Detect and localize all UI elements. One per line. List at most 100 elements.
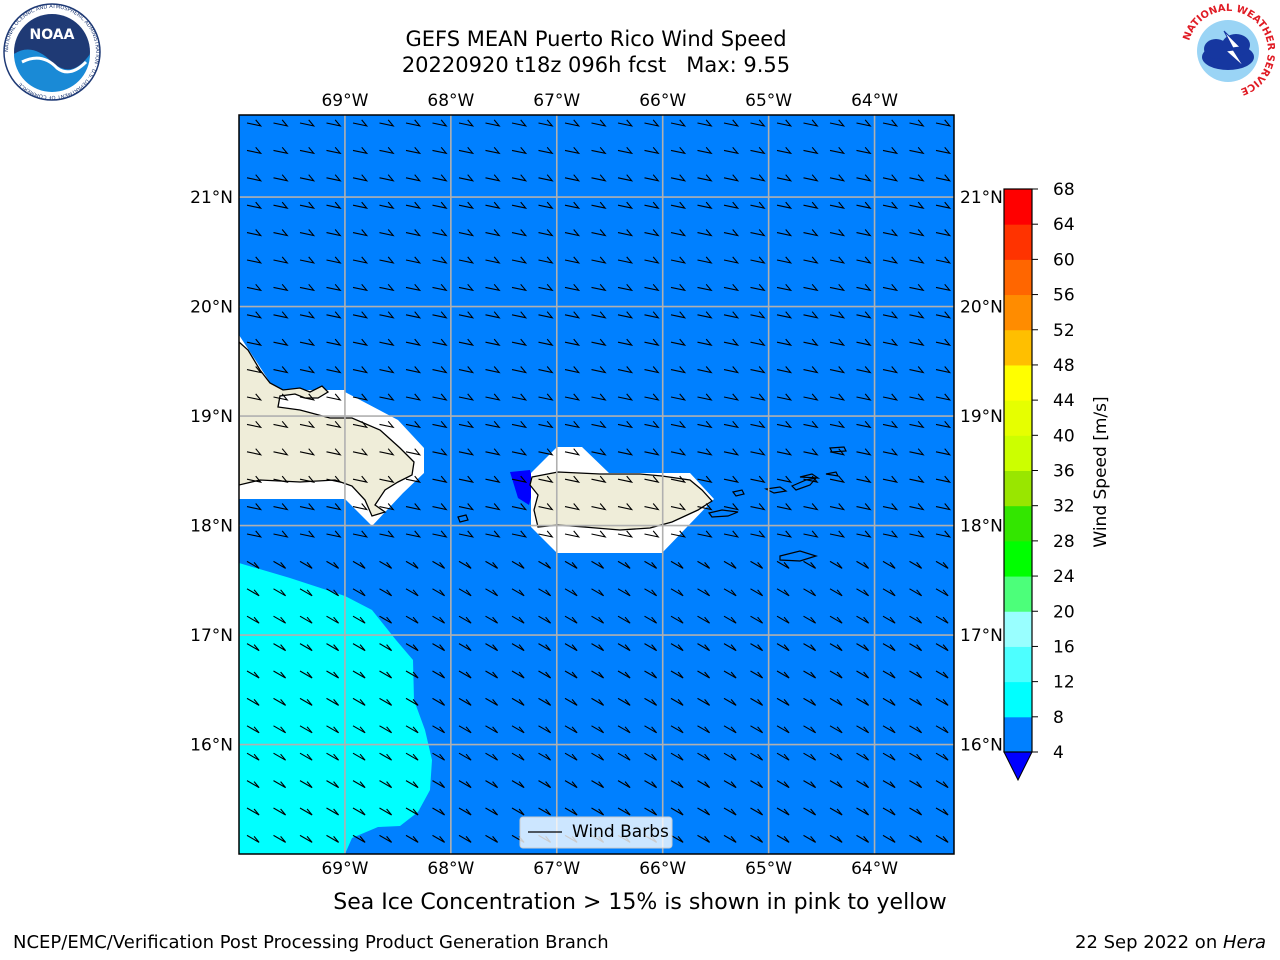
- colorbar-tick-label: 44: [1053, 391, 1075, 411]
- wind-barb: [405, 256, 422, 264]
- wind-barb: [882, 530, 899, 538]
- wind-barb: [670, 807, 684, 816]
- wind-barb: [246, 256, 263, 264]
- wind-barb: [485, 503, 501, 511]
- wind-barb: [856, 256, 872, 264]
- wind-barb: [564, 697, 578, 706]
- wind-barb: [591, 119, 607, 127]
- wind-barb: [776, 725, 790, 734]
- wind-barb: [485, 146, 501, 155]
- wind-barb: [538, 643, 552, 652]
- wind-barb: [511, 807, 525, 816]
- wind-barb: [882, 588, 896, 597]
- wind-barb: [538, 201, 554, 209]
- wind-barb: [750, 393, 766, 401]
- wind-barb: [697, 119, 713, 127]
- wind-barb: [803, 448, 819, 456]
- wind-barb: [697, 588, 711, 597]
- map-frame: [238, 114, 955, 855]
- wind-barb: [538, 311, 554, 319]
- wind-barb: [299, 503, 316, 511]
- wind-barb: [909, 229, 925, 237]
- wind-barb: [458, 560, 472, 569]
- wind-barb: [829, 311, 846, 319]
- wind-barb: [723, 780, 737, 789]
- wind-barb: [723, 503, 740, 511]
- wind-barb: [750, 615, 764, 624]
- wind-barb: [299, 588, 313, 597]
- wind-barb: [246, 807, 260, 816]
- colorbar-tick-label: 60: [1053, 250, 1075, 270]
- wind-barb: [909, 448, 925, 456]
- wind-barb: [511, 697, 525, 706]
- wind-barb: [723, 146, 740, 155]
- wind-barb: [405, 448, 422, 456]
- wind-barb: [697, 146, 713, 155]
- wind-barb: [856, 670, 870, 679]
- wind-barb: [405, 201, 422, 209]
- lat-label-left: 18°N: [190, 517, 233, 537]
- wind-barb: [352, 780, 366, 789]
- wind-barb: [326, 588, 340, 597]
- wind-barb: [379, 229, 395, 237]
- wind-barb: [458, 670, 472, 679]
- wind-barb: [511, 588, 525, 597]
- wind-barb: [750, 256, 766, 264]
- wind-barb: [591, 560, 605, 569]
- wind-barb: [909, 420, 925, 429]
- wind-barb: [485, 366, 501, 374]
- wind-barb: [856, 201, 872, 209]
- colorbar-segment: [1004, 294, 1032, 331]
- wind-barb: [882, 807, 896, 816]
- wind-barb: [458, 780, 472, 789]
- wind-barb: [750, 174, 766, 182]
- wind-barb: [617, 119, 634, 127]
- wind-barb: [750, 560, 764, 569]
- wind-barb: [273, 393, 289, 401]
- wind-barb: [273, 174, 289, 182]
- wind-barb: [776, 752, 790, 761]
- wind-barb: [644, 615, 658, 624]
- wind-barb: [326, 834, 340, 843]
- wind-barb: [882, 119, 899, 127]
- wind-barb: [697, 670, 711, 679]
- wind-barb: [379, 807, 393, 816]
- wind-barb: [723, 229, 740, 237]
- wind-barb: [246, 752, 260, 761]
- wind-barb: [723, 475, 740, 483]
- wind-barb: [644, 530, 660, 538]
- wind-barb: [458, 420, 475, 429]
- colorbar-segment: [1004, 505, 1032, 542]
- wind-barb: [379, 448, 395, 456]
- wind-barb: [485, 725, 499, 734]
- wind-barb: [750, 752, 764, 761]
- wind-barb: [458, 503, 475, 511]
- wind-barb: [723, 119, 740, 127]
- wind-barb: [273, 229, 289, 237]
- wind-barb: [326, 670, 340, 679]
- wind-barb: [458, 338, 475, 346]
- colorbar-segment: [1004, 259, 1032, 296]
- wind-barb: [246, 283, 263, 292]
- wind-barb: [803, 229, 819, 237]
- wind-barb: [405, 752, 419, 761]
- wind-barb: [273, 475, 289, 483]
- wind-barb: [405, 807, 419, 816]
- colorbar-segment: [1004, 716, 1032, 753]
- wind-barb: [723, 752, 737, 761]
- wind-barb: [432, 752, 446, 761]
- wind-barb: [935, 448, 952, 456]
- wind-barb: [564, 615, 578, 624]
- wind-barb: [299, 475, 316, 483]
- wind-barb: [246, 697, 260, 706]
- colorbar-tick-label: 52: [1053, 321, 1075, 341]
- lon-label-top: 64°W: [851, 91, 898, 111]
- wind-barb: [273, 834, 287, 843]
- wind-barb: [326, 366, 342, 374]
- wind-barb: [564, 725, 578, 734]
- wind-barb: [379, 311, 395, 319]
- wind-barb: [511, 780, 525, 789]
- wind-barb: [511, 201, 528, 209]
- wind-barb: [723, 448, 740, 456]
